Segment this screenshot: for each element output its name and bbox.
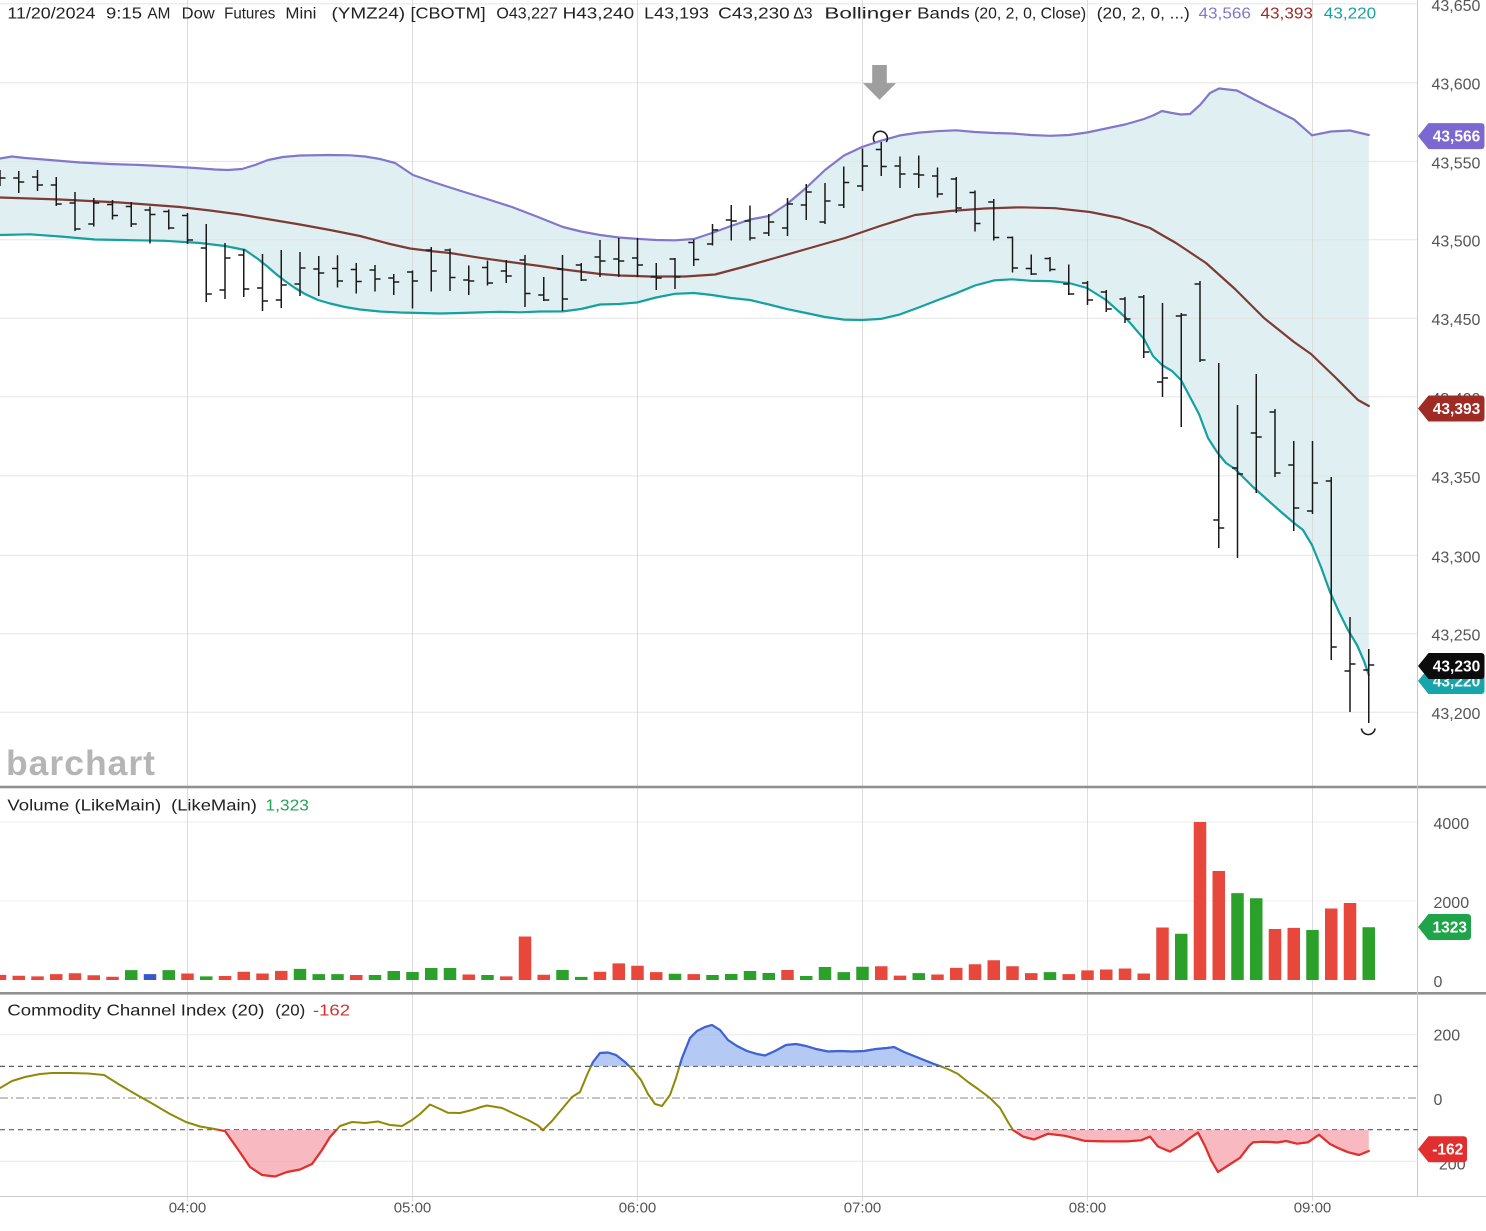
svg-text:Commodity Channel Index (20): Commodity Channel Index (20) — [7, 1003, 264, 1020]
svg-text:43,350: 43,350 — [1432, 470, 1481, 487]
svg-text:(YMZ24): (YMZ24) — [332, 6, 406, 23]
svg-text:C43,230: C43,230 — [718, 6, 790, 23]
svg-text:43,300: 43,300 — [1432, 549, 1481, 566]
svg-text:1,323: 1,323 — [265, 798, 309, 815]
svg-text:43,200: 43,200 — [1432, 706, 1481, 723]
svg-text:Dow: Dow — [182, 6, 215, 23]
svg-text:0: 0 — [1434, 974, 1443, 991]
svg-text:[CBOTM]: [CBOTM] — [411, 6, 486, 23]
svg-text:barchart: barchart — [6, 744, 156, 783]
svg-text:43,393: 43,393 — [1433, 401, 1481, 418]
svg-text:07:00: 07:00 — [844, 1200, 882, 1217]
svg-text:Mini: Mini — [285, 6, 316, 23]
svg-text:43,250: 43,250 — [1432, 628, 1481, 645]
svg-text:43,230: 43,230 — [1433, 659, 1480, 676]
svg-text:09:00: 09:00 — [1294, 1200, 1332, 1217]
svg-text:06:00: 06:00 — [619, 1200, 657, 1217]
svg-text:Bollinger: Bollinger — [824, 6, 912, 23]
svg-text:43,600: 43,600 — [1432, 77, 1481, 94]
svg-text:43,450: 43,450 — [1432, 312, 1481, 329]
svg-text:43,220: 43,220 — [1324, 6, 1377, 23]
svg-text:-162: -162 — [313, 1003, 350, 1020]
svg-text:9:15: 9:15 — [106, 6, 142, 23]
svg-text:43,566: 43,566 — [1433, 129, 1481, 146]
svg-text:L43,193: L43,193 — [644, 6, 709, 23]
svg-text:43,566: 43,566 — [1199, 6, 1252, 23]
svg-text:43,550: 43,550 — [1432, 155, 1481, 172]
svg-text:(20, 2, 0, Close): (20, 2, 0, Close) — [974, 6, 1086, 23]
svg-text:(20): (20) — [275, 1003, 305, 1020]
svg-text:Futures: Futures — [224, 6, 275, 23]
svg-text:2000: 2000 — [1434, 895, 1470, 912]
svg-text:05:00: 05:00 — [394, 1200, 432, 1217]
svg-text:(LikeMain): (LikeMain) — [171, 798, 257, 815]
svg-text:43,500: 43,500 — [1432, 234, 1481, 251]
svg-text:Δ3: Δ3 — [793, 6, 812, 23]
svg-text:Bands: Bands — [917, 6, 970, 23]
svg-text:Volume (LikeMain): Volume (LikeMain) — [7, 798, 161, 815]
svg-text:08:00: 08:00 — [1069, 1200, 1107, 1217]
svg-text:0: 0 — [1434, 1092, 1443, 1109]
svg-text:43,650: 43,650 — [1432, 0, 1481, 15]
svg-text:H43,240: H43,240 — [563, 6, 635, 23]
svg-text:O43,227: O43,227 — [496, 6, 557, 23]
svg-text:4000: 4000 — [1434, 816, 1470, 833]
svg-text:200: 200 — [1434, 1027, 1461, 1044]
svg-text:-162: -162 — [1432, 1142, 1463, 1159]
svg-text:(20, 2, 0, ...): (20, 2, 0, ...) — [1097, 6, 1190, 23]
svg-text:AM: AM — [147, 6, 170, 23]
svg-text:43,393: 43,393 — [1261, 6, 1314, 23]
svg-text:1323: 1323 — [1433, 920, 1468, 937]
svg-text:04:00: 04:00 — [169, 1200, 207, 1217]
svg-text:11/20/2024: 11/20/2024 — [7, 6, 95, 23]
